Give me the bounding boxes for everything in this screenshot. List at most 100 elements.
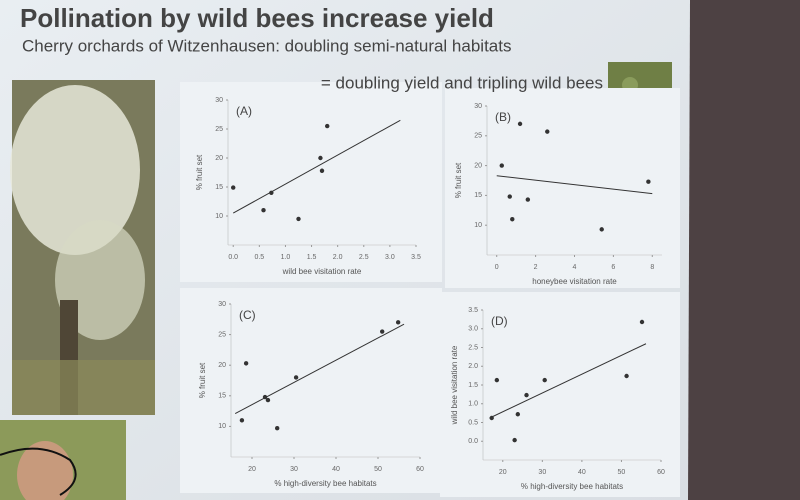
point <box>545 129 550 134</box>
x-tick-label: 30 <box>290 466 298 473</box>
point <box>231 185 236 190</box>
point <box>239 418 245 423</box>
x-tick-label: 1.5 <box>307 254 317 261</box>
y-axis-title: % fruit set <box>198 362 207 398</box>
point <box>293 375 299 380</box>
x-tick-label: 3.5 <box>411 254 421 261</box>
y-tick-label: 1.0 <box>468 401 478 408</box>
x-tick-label: 0.0 <box>228 254 238 261</box>
y-tick-label: 25 <box>474 133 482 140</box>
x-tick-label: 50 <box>618 469 626 476</box>
slide-title: Pollination by wild bees increase yield <box>20 3 494 33</box>
panel-label: (A) <box>236 104 252 118</box>
point <box>524 392 529 398</box>
panel-label: (D) <box>491 314 508 328</box>
point <box>646 179 651 184</box>
point <box>395 320 401 325</box>
x-tick-label: 8 <box>650 264 654 271</box>
point <box>275 426 280 431</box>
point <box>494 377 500 383</box>
point <box>261 208 266 213</box>
point <box>512 437 517 443</box>
speaker-photo <box>0 420 126 500</box>
x-tick-label: 60 <box>416 466 424 473</box>
y-tick-label: 10 <box>215 213 223 220</box>
point <box>380 329 385 334</box>
x-tick-label: 3.0 <box>385 254 395 261</box>
point <box>243 361 249 366</box>
point <box>599 227 604 232</box>
panel <box>180 288 442 493</box>
x-tick-label: 20 <box>499 469 507 476</box>
x-tick-label: 4 <box>573 264 577 271</box>
y-axis-title: wild bee visitation rate <box>450 345 459 425</box>
y-tick-label: 20 <box>215 155 223 162</box>
y-tick-label: 3.0 <box>468 326 478 333</box>
fit-line <box>232 119 401 214</box>
point <box>639 319 645 325</box>
y-tick-label: 2.0 <box>468 363 478 370</box>
point <box>542 377 547 383</box>
x-tick-label: 60 <box>657 469 665 476</box>
panel-label: (C) <box>239 308 256 322</box>
fit-line <box>489 343 647 419</box>
fit-line <box>234 323 405 414</box>
y-tick-label: 0.0 <box>468 438 478 445</box>
point <box>325 123 330 129</box>
x-tick-label: 2 <box>534 264 538 271</box>
point <box>319 168 325 173</box>
point <box>517 121 523 127</box>
y-tick-label: 25 <box>218 331 226 338</box>
y-tick-label: 15 <box>215 184 223 191</box>
y-tick-label: 15 <box>474 192 482 199</box>
x-tick-label: 1.0 <box>281 254 291 261</box>
y-tick-label: 20 <box>218 362 226 369</box>
point <box>507 194 512 199</box>
y-tick-label: 2.5 <box>468 344 478 351</box>
tree-photo <box>10 80 155 415</box>
point <box>525 197 531 202</box>
x-tick-label: 0 <box>495 264 499 271</box>
point <box>499 163 504 168</box>
point <box>296 216 301 222</box>
y-tick-label: 1.5 <box>468 382 478 389</box>
y-tick-label: 10 <box>474 222 482 229</box>
y-tick-label: 30 <box>474 103 482 110</box>
y-axis-title: % fruit set <box>195 154 204 190</box>
fit-line <box>496 175 653 195</box>
x-tick-label: 40 <box>332 466 340 473</box>
point <box>265 397 271 403</box>
x-tick-label: 20 <box>248 466 256 473</box>
y-axis-title: % fruit set <box>454 162 463 198</box>
x-axis-title: % high-diversity bee habitats <box>521 482 623 491</box>
y-tick-label: 0.5 <box>468 419 478 426</box>
point <box>318 155 323 161</box>
point <box>624 373 629 379</box>
panel-label: (B) <box>495 110 511 124</box>
y-tick-label: 10 <box>218 423 226 430</box>
x-axis-title: wild bee visitation rate <box>282 267 362 276</box>
y-tick-label: 25 <box>215 126 223 133</box>
slide-subtitle: = doubling yield and tripling wild bees <box>321 73 603 92</box>
y-tick-label: 30 <box>218 301 226 308</box>
panel <box>440 292 680 497</box>
panel <box>445 88 680 288</box>
x-axis-title: % high-diversity bee habitats <box>274 479 376 488</box>
point <box>510 217 515 222</box>
x-tick-label: 6 <box>611 264 615 271</box>
slide-subtitle: Cherry orchards of Witzenhausen: doublin… <box>22 36 511 55</box>
x-axis-title: honeybee visitation rate <box>532 277 617 286</box>
x-tick-label: 2.5 <box>359 254 369 261</box>
y-tick-label: 30 <box>215 97 223 104</box>
point <box>515 412 521 417</box>
x-tick-label: 40 <box>578 469 586 476</box>
x-tick-label: 2.0 <box>333 254 343 261</box>
x-tick-label: 0.5 <box>254 254 264 261</box>
x-tick-label: 50 <box>374 466 382 473</box>
y-tick-label: 20 <box>474 162 482 169</box>
x-tick-label: 30 <box>538 469 546 476</box>
y-tick-label: 15 <box>218 393 226 400</box>
panel <box>180 82 442 282</box>
